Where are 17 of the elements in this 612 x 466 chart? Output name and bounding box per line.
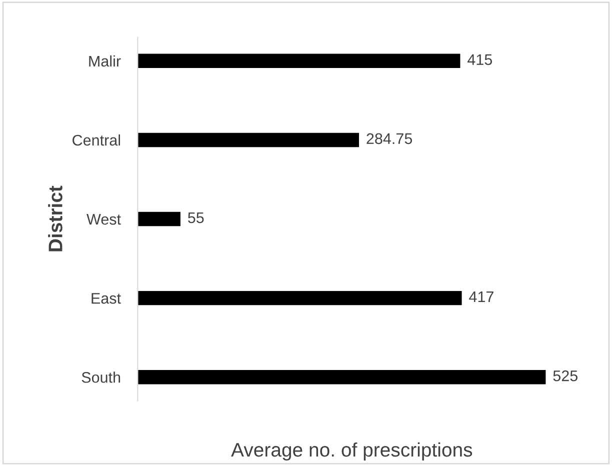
bar [138,132,359,148]
data-label: 415 [468,54,492,66]
data-label: 55 [188,212,204,224]
y-tick-label: Central [72,134,120,146]
y-tick-label: South [82,372,120,383]
bar [138,290,462,306]
data-label: 525 [553,370,578,382]
bar [138,54,460,68]
y-tick-label: Malir [89,55,121,67]
bar [138,212,180,226]
y-tick-label: East [92,293,121,304]
x-axis-title: Average no. of prescriptions [231,442,472,461]
bar [138,370,546,384]
data-label: 417 [469,292,494,302]
data-label: 284.75 [366,133,412,144]
y-tick-label: West [86,214,121,225]
y-axis-title: District [48,186,62,252]
